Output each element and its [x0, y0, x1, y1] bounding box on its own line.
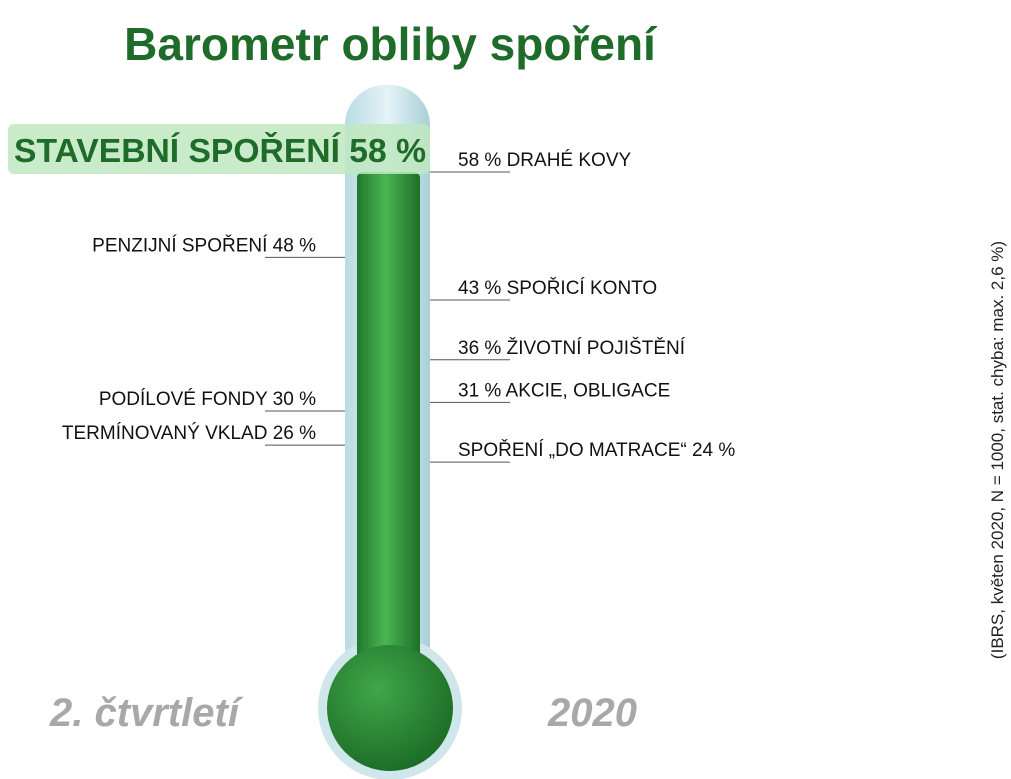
chart: Barometr obliby spoření 2. čtvrtletí 202…: [0, 0, 1011, 779]
value-label: PODÍLOVÉ FONDY 30 %: [99, 389, 316, 410]
chart-title: Barometr obliby spoření: [124, 18, 658, 70]
period-label: 2. čtvrtletí: [49, 691, 244, 735]
value-label: SPOŘENÍ „DO MATRACE“ 24 %: [458, 439, 735, 461]
value-label: 31 % AKCIE, OBLIGACE: [458, 380, 670, 401]
source-note: (IBRS, květen 2020, N = 1000, stat. chyb…: [988, 241, 1007, 659]
thermometer-bulb: [327, 645, 453, 771]
value-label: 36 % ŽIVOTNÍ POJIŠTĚNÍ: [458, 337, 686, 359]
value-label: PENZIJNÍ SPOŘENÍ 48 %: [92, 234, 316, 256]
highlight-label: STAVEBNÍ SPOŘENÍ 58 %: [14, 132, 426, 169]
value-label: TERMÍNOVANÝ VKLAD 26 %: [62, 423, 316, 444]
thermometer-fluid: [357, 172, 420, 705]
value-label: 58 % DRAHÉ KOVY: [458, 150, 631, 171]
value-label: 43 % SPOŘICÍ KONTO: [458, 277, 657, 299]
year-label: 2020: [547, 691, 637, 735]
